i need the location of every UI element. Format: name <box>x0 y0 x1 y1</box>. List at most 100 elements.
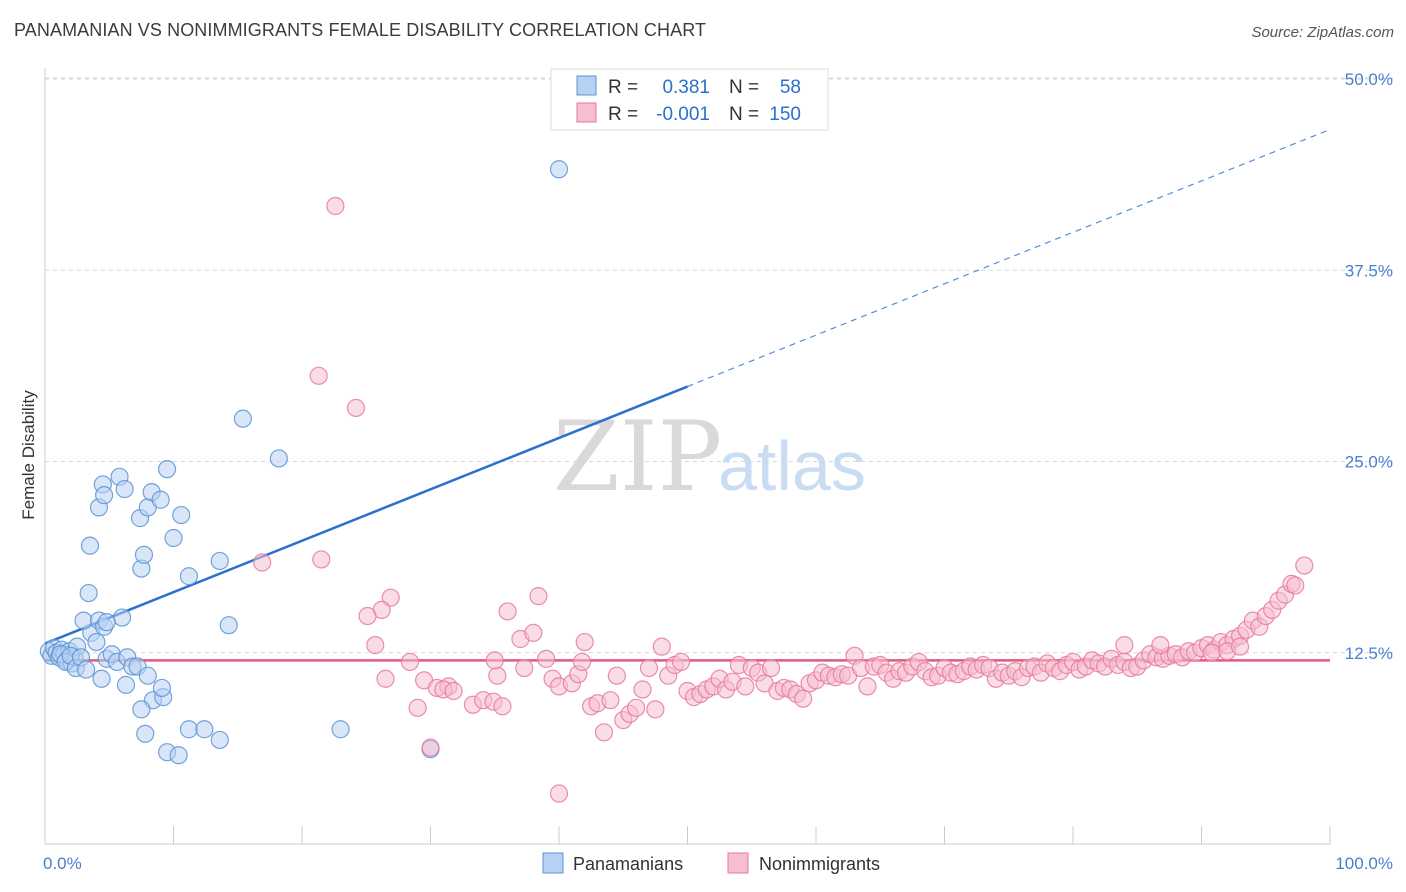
legend-label-nonimmigrants: Nonimmigrants <box>759 854 880 874</box>
nonimmigrant-point-40 <box>607 666 626 685</box>
legend-swatch-nonimmigrants <box>727 852 749 874</box>
panamanian-point-61 <box>331 720 350 739</box>
nonimmigrant-point-3 <box>253 553 272 572</box>
panamanian-point-17 <box>77 660 96 679</box>
nonimmigrant-point-11 <box>408 698 427 717</box>
legend-r-label-1: R = <box>608 77 638 98</box>
legend-swatch-panamanians <box>542 852 564 874</box>
watermark: ZIP atlas <box>553 401 866 513</box>
nonimmigrant-point-10 <box>376 669 395 688</box>
nonimmigrant-point-38 <box>594 723 614 742</box>
nonimmigrant-point-29 <box>537 649 556 668</box>
panamanian-point-33 <box>138 666 157 685</box>
nonimmigrant-point-2 <box>346 398 366 418</box>
panamanian-point-19 <box>87 632 106 652</box>
panamanian-point-59 <box>233 409 252 428</box>
nonimmigrant-point-35 <box>575 632 594 652</box>
panamanian-point-20 <box>92 669 111 688</box>
y-tick-label-1: 25.0% <box>1345 453 1393 472</box>
watermark-atlas: atlas <box>718 427 866 505</box>
grid-lines <box>45 77 1395 654</box>
panamanian-point-52 <box>151 490 170 509</box>
panamanian-trend-extension <box>687 128 1331 388</box>
watermark-zip: ZIP <box>553 401 722 513</box>
nonimmigrant-point-60 <box>736 677 755 696</box>
legend-n-label-2: N = <box>729 104 759 125</box>
panamanian-point-63 <box>549 160 569 179</box>
nonimmigrant-point-47 <box>652 637 671 656</box>
data-points <box>39 160 1314 803</box>
nonimmigrant-point-26 <box>515 658 534 678</box>
panamanian-point-24 <box>74 611 93 630</box>
legend-r-value-2: -0.001 <box>656 104 710 125</box>
y-tick-label-3: 50.0% <box>1345 70 1393 89</box>
x-tick-label-1: 100.0% <box>1335 854 1393 873</box>
nonimmigrant-point-149 <box>1115 635 1134 655</box>
panamanian-point-41 <box>195 720 214 739</box>
nonimmigrant-point-7 <box>358 606 377 626</box>
axes <box>44 68 1331 845</box>
panamanian-point-32 <box>116 675 136 694</box>
nonimmigrant-point-43 <box>626 698 646 717</box>
panamanian-point-36 <box>132 700 151 719</box>
y-tick-label-0: 12.5% <box>1345 644 1393 663</box>
panamanian-point-48 <box>115 479 134 499</box>
tick-labels: 12.5% 25.0% 37.5% 50.0% 0.0% 100.0% <box>43 70 1393 873</box>
panamanian-point-67 <box>152 678 172 698</box>
legend-n-label-1: N = <box>729 77 759 98</box>
legend-n-value-2: 150 <box>769 104 801 125</box>
nonimmigrant-point-22 <box>488 666 507 685</box>
panamanian-point-39 <box>169 746 188 765</box>
panamanian-point-56 <box>179 567 199 586</box>
nonimmigrant-point-39 <box>601 691 620 710</box>
nonimmigrant-point-4 <box>312 550 331 569</box>
x-tick-label-0: 0.0% <box>43 854 82 873</box>
trend-lines <box>44 128 1331 662</box>
panamanian-point-57 <box>210 551 229 571</box>
nonimmigrant-point-50 <box>671 652 691 672</box>
panamanian-point-54 <box>172 505 191 525</box>
panamanian-point-46 <box>95 486 114 505</box>
nonimmigrant-point-64 <box>761 658 781 678</box>
nonimmigrant-point-46 <box>646 700 665 719</box>
nonimmigrant-point-146 <box>1286 576 1305 595</box>
panamanian-point-42 <box>210 730 229 750</box>
nonimmigrant-point-0 <box>326 196 345 216</box>
panamanian-point-28 <box>112 608 132 627</box>
panamanian-point-43 <box>80 536 100 555</box>
legend-label-panamanians: Panamanians <box>573 854 683 874</box>
nonimmigrant-point-17 <box>444 681 463 701</box>
panamanian-point-25 <box>79 583 98 603</box>
nonimmigrant-point-1 <box>309 366 328 385</box>
nonimmigrant-point-148 <box>549 784 569 803</box>
legend-r-value-1: 0.381 <box>662 77 710 98</box>
nonimmigrant-point-23 <box>485 651 504 670</box>
legend-n-value-1: 58 <box>780 77 801 98</box>
nonimmigrant-point-79 <box>858 677 877 696</box>
panamanian-point-55 <box>164 528 183 548</box>
panamanian-point-37 <box>136 724 155 743</box>
legend-swatch-pink <box>576 102 597 123</box>
nonimmigrant-point-34 <box>573 652 592 672</box>
nonimmigrant-point-24 <box>498 602 517 621</box>
panamanian-trend-line <box>44 385 688 645</box>
legend-r-label-2: R = <box>608 104 638 125</box>
nonimmigrant-point-21 <box>493 697 512 716</box>
nonimmigrant-point-150 <box>1151 635 1170 655</box>
panamanian-point-58 <box>219 616 238 635</box>
nonimmigrant-point-13 <box>421 738 440 757</box>
series-legend: Panamanians Nonimmigrants <box>542 852 880 874</box>
nonimmigrant-point-147 <box>1295 556 1314 575</box>
nonimmigrant-point-45 <box>639 658 659 678</box>
legend-swatch-blue <box>576 75 597 96</box>
chart-title: PANAMANIAN VS NONIMMIGRANTS FEMALE DISAB… <box>14 20 707 40</box>
nonimmigrant-point-28 <box>529 587 548 606</box>
legend-box <box>550 68 829 131</box>
nonimmigrant-point-44 <box>633 680 652 699</box>
panamanian-point-60 <box>269 449 288 468</box>
nonimmigrant-point-8 <box>366 635 385 655</box>
y-axis-title: Female Disability <box>19 390 38 520</box>
panamanian-point-53 <box>157 460 177 479</box>
nonimmigrant-point-69 <box>794 689 813 708</box>
